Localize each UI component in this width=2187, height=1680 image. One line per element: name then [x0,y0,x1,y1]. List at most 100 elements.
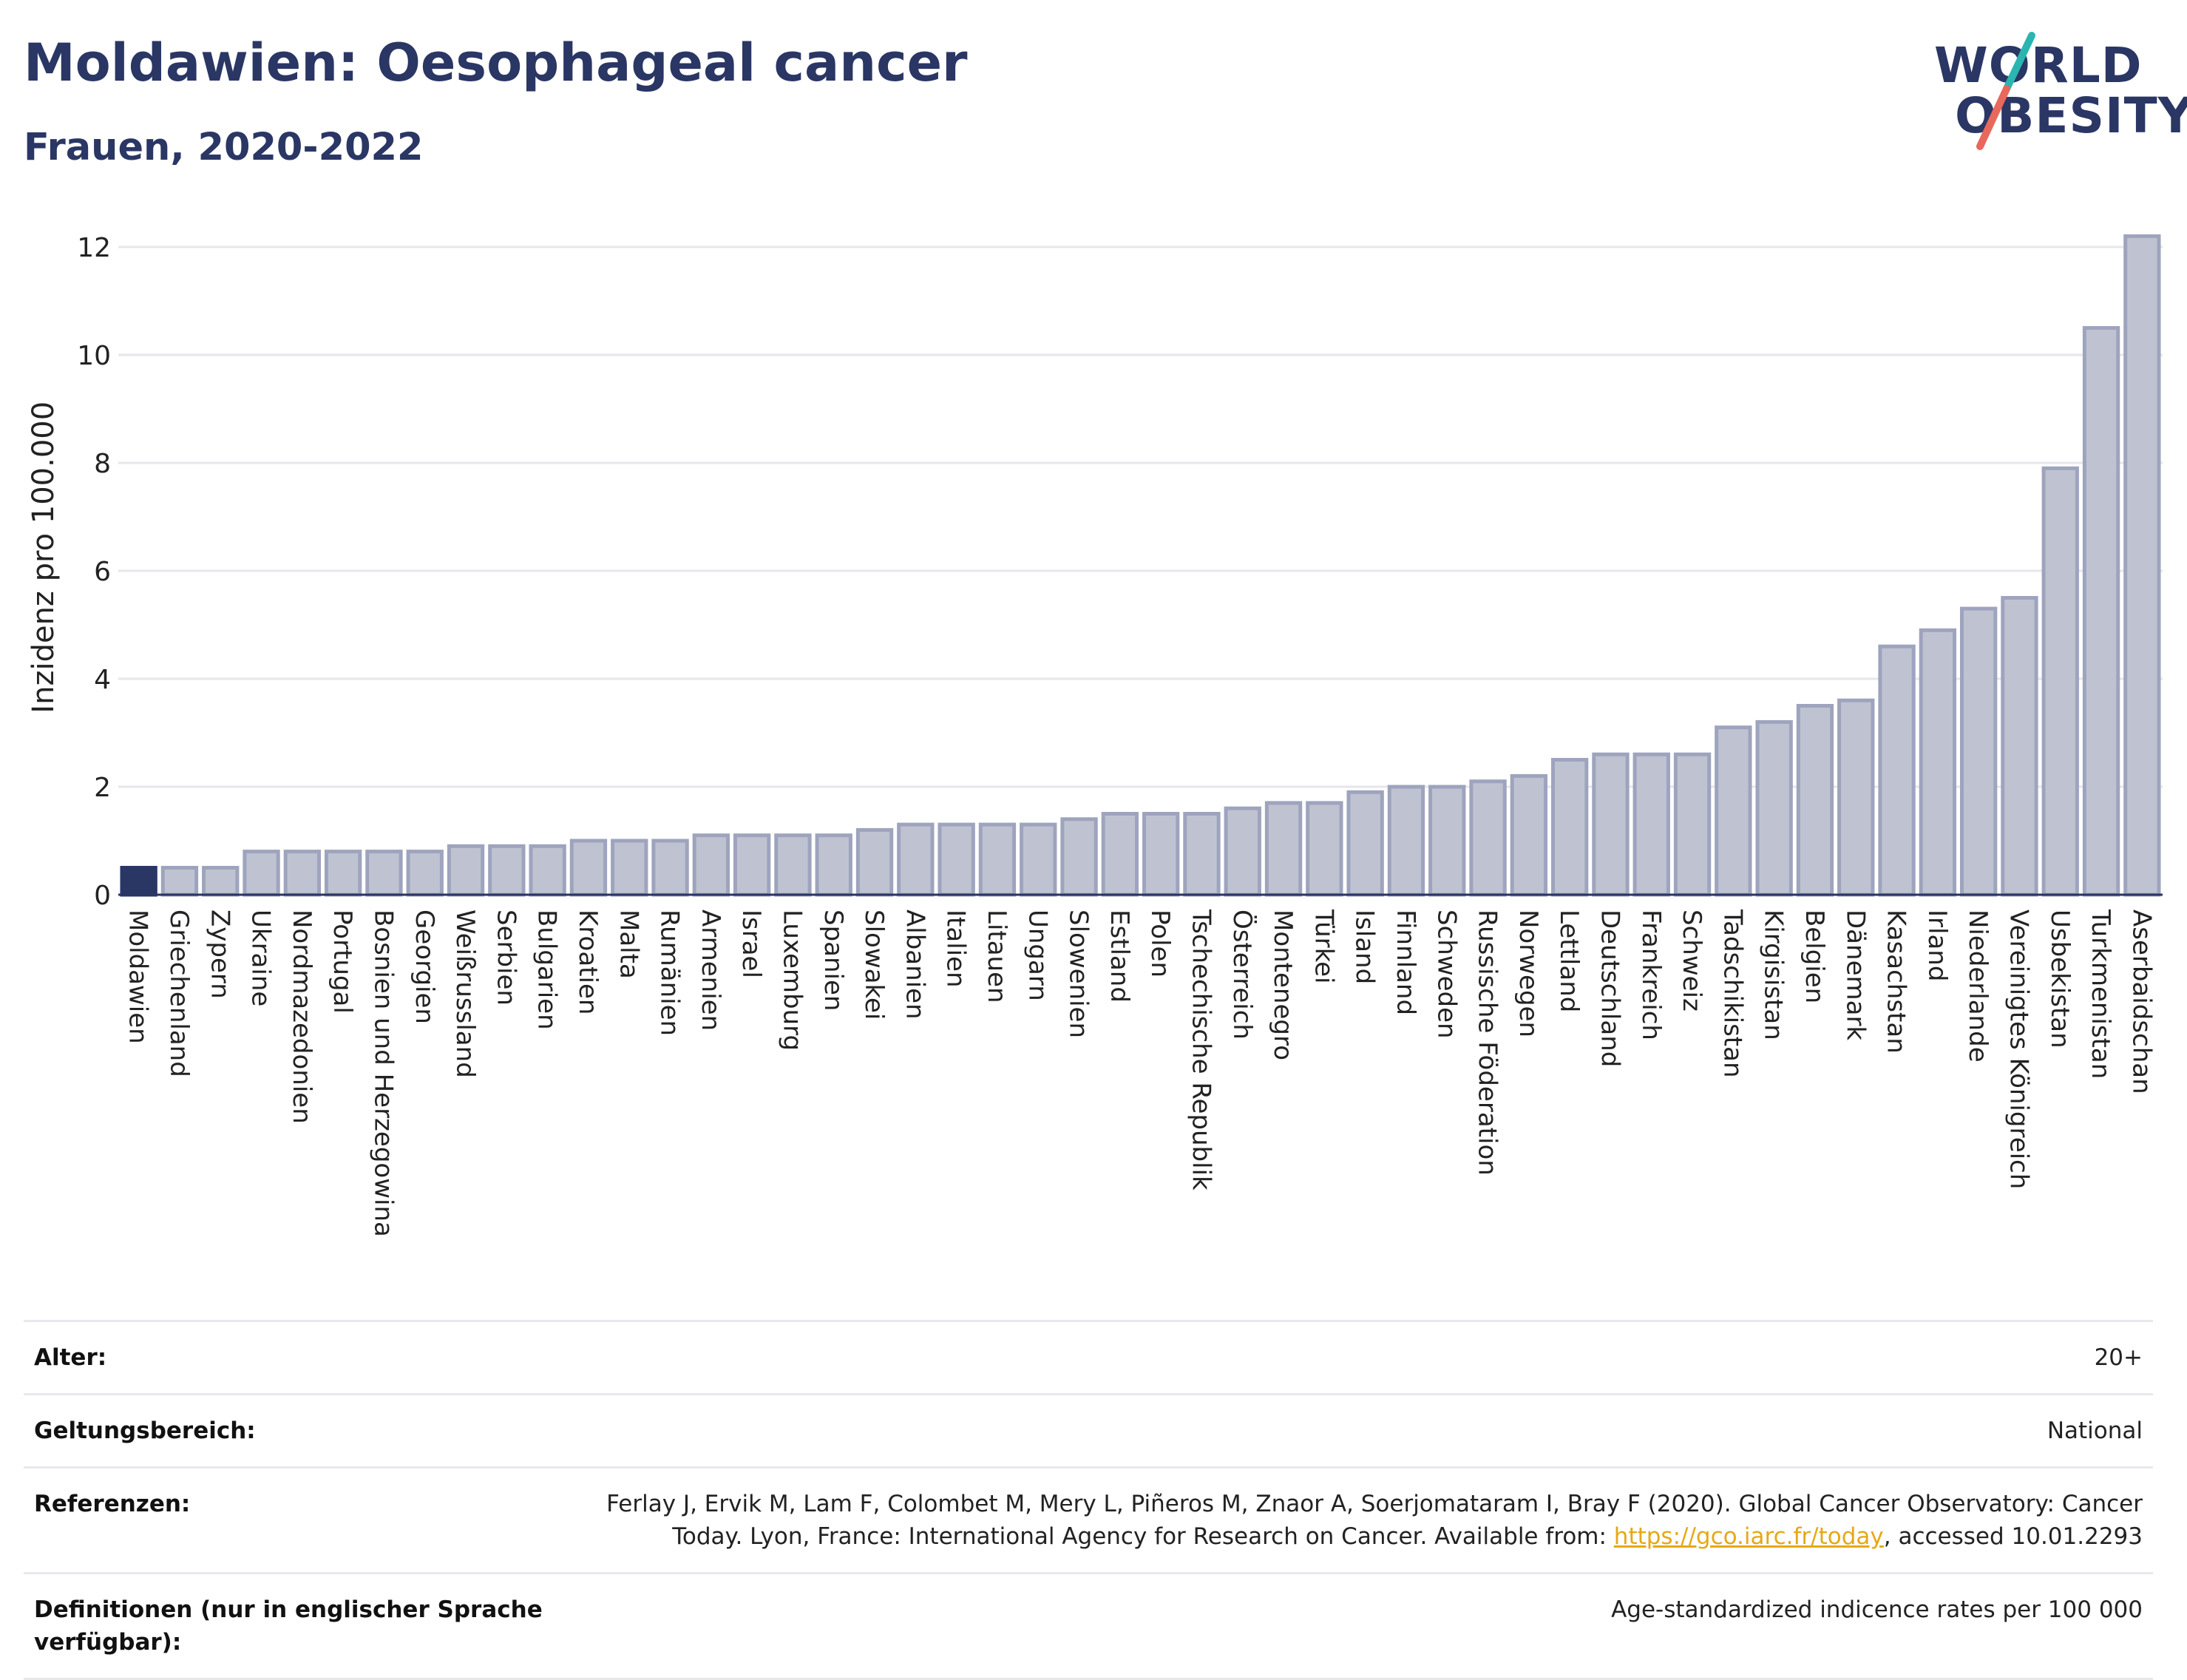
metadata-table: Alter: 20+ Geltungsbereich: National Ref… [24,1320,2153,1680]
bar-usbekistan[interactable] [2041,466,2079,897]
y-tick-label: 8 [94,449,111,479]
bar-slowenien[interactable] [1060,817,1098,897]
bar-vereinigtes-königreich[interactable] [2001,596,2038,897]
meta-key: Alter: [34,1344,107,1371]
x-tick-label: Litauen [982,910,1011,1003]
bar-russische-föderation[interactable] [1469,779,1507,897]
x-tick-label: Kasachstan [1882,910,1911,1054]
bar-irland[interactable] [1919,628,1957,897]
y-axis-ticks: 0 2 4 6 8 10 12 [77,233,111,911]
bar-luxemburg[interactable] [774,833,812,897]
bar-weißrussland[interactable] [447,844,485,897]
bar-lettland[interactable] [1550,758,1589,897]
x-tick-label: Ukraine [246,910,276,1006]
bar-finnland[interactable] [1387,785,1425,897]
bar-chart: 0 2 4 6 8 10 12 Moldawien Griechenland Zypern Ukr… [27,233,2163,1237]
reference-accessed: , accessed 10.01.2293 [1883,1523,2143,1550]
bar-litauen[interactable] [978,822,1017,897]
bar-montenegro[interactable] [1264,801,1303,897]
bar-schweiz[interactable] [1673,752,1712,897]
bar-island[interactable] [1346,790,1384,897]
bar-armenien[interactable] [692,833,730,897]
bar-österreich[interactable] [1224,806,1261,897]
bar-griechenland[interactable] [160,866,199,897]
bar-zypern[interactable] [202,866,240,897]
x-tick-label: Bosnien und Herzegowina [368,910,398,1237]
bar-malta[interactable] [611,839,648,897]
bar-turkmenistan[interactable] [2082,326,2120,897]
x-tick-label: Spanien [818,910,848,1011]
bar-deutschland[interactable] [1592,752,1630,897]
bar-serbien[interactable] [488,844,526,897]
bar-aserbaidschan[interactable] [2123,234,2161,897]
bar-nordmazedonien[interactable] [283,850,322,897]
x-tick-label: Rumänien [655,910,685,1036]
x-tick-label: Nordmazedonien [287,910,316,1124]
page-subtitle: Frauen, 2020-2022 [24,126,424,169]
x-tick-label: Schweiz [1677,910,1706,1012]
bar-italien[interactable] [937,822,975,897]
bar-dänemark[interactable] [1837,698,1875,897]
meta-row-scope: Geltungsbereich: National [24,1393,2153,1466]
y-tick-label: 0 [94,881,111,911]
x-tick-label: Slowakei [859,910,889,1020]
bar-georgien[interactable] [406,850,444,897]
x-tick-label: Kroatien [573,910,603,1015]
meta-key: Geltungsbereich: [34,1418,256,1444]
x-tick-label: Aserbaidschan [2126,910,2156,1094]
meta-row-age: Alter: 20+ [24,1320,2153,1393]
bar-moldawien[interactable] [120,866,157,897]
bar-kirgisistan[interactable] [1755,719,1793,897]
bar-estland[interactable] [1101,812,1139,897]
bar-rumänien[interactable] [651,839,689,897]
meta-value: National [2047,1418,2143,1444]
x-tick-label: Griechenland [164,910,194,1077]
x-tick-label: Portugal [328,910,357,1014]
x-tick-label: Niederlande [1963,910,1993,1063]
reference-link[interactable]: https://gco.iarc.fr/today [1613,1523,1884,1550]
bar-tadschikistan[interactable] [1715,725,1752,897]
x-tick-label: Albanien [900,910,929,1020]
world-obesity-logo[interactable]: WORLD OBESITY [1922,30,2187,155]
bar-türkei[interactable] [1306,801,1343,897]
bar-schweden[interactable] [1428,785,1466,897]
bar-niederlande[interactable] [1959,606,1998,897]
logo-line-1: WORLD [1934,37,2143,94]
x-tick-label: Slowenien [1064,910,1094,1038]
bar-slowakei[interactable] [855,827,894,897]
bar-albanien[interactable] [897,822,935,897]
x-tick-label: Italien [941,910,971,988]
bar-ukraine[interactable] [243,850,280,897]
x-tick-label: Georgien [410,910,439,1024]
bar-israel[interactable] [733,833,771,897]
bar-polen[interactable] [1142,812,1180,897]
bar-ungarn[interactable] [1020,822,1057,897]
x-tick-label: Irland [1922,910,1952,981]
bar-spanien[interactable] [815,833,852,897]
x-tick-label: Moldawien [123,910,153,1044]
reference-line-1: Ferlay J, Ervik M, Lam F, Colombet M, Me… [606,1491,2143,1517]
x-tick-label: Zypern [205,910,234,999]
x-tick-label: Estland [1105,910,1134,1003]
bar-belgien[interactable] [1796,704,1834,897]
bar-tschechische-republik[interactable] [1183,812,1221,897]
y-axis-title: Inzidenz pro 100.000 [27,402,61,714]
x-tick-label: Deutschland [1595,910,1624,1067]
bar-norwegen[interactable] [1510,773,1548,897]
x-tick-label: Frankreich [1636,910,1666,1040]
bar-portugal[interactable] [324,850,362,897]
bar-kasachstan[interactable] [1878,644,1916,897]
bar-frankreich[interactable] [1632,752,1670,897]
x-tick-label: Bulgarien [532,910,562,1030]
x-tick-label: Dänemark [1840,910,1870,1040]
x-tick-label: Russische Föderation [1473,910,1502,1176]
bar-bosnien-und-herzegowina[interactable] [365,850,403,897]
meta-value: 20+ [2094,1344,2143,1371]
page-title: Moldawien: Oesophageal cancer [24,33,968,93]
x-tick-label: Serbien [491,910,521,1006]
x-tick-label: Armenien [696,910,725,1031]
y-tick-label: 4 [94,665,111,695]
bar-bulgarien[interactable] [529,844,566,897]
bar-kroatien[interactable] [569,839,608,897]
x-tick-label: Tadschikistan [1718,909,1747,1078]
